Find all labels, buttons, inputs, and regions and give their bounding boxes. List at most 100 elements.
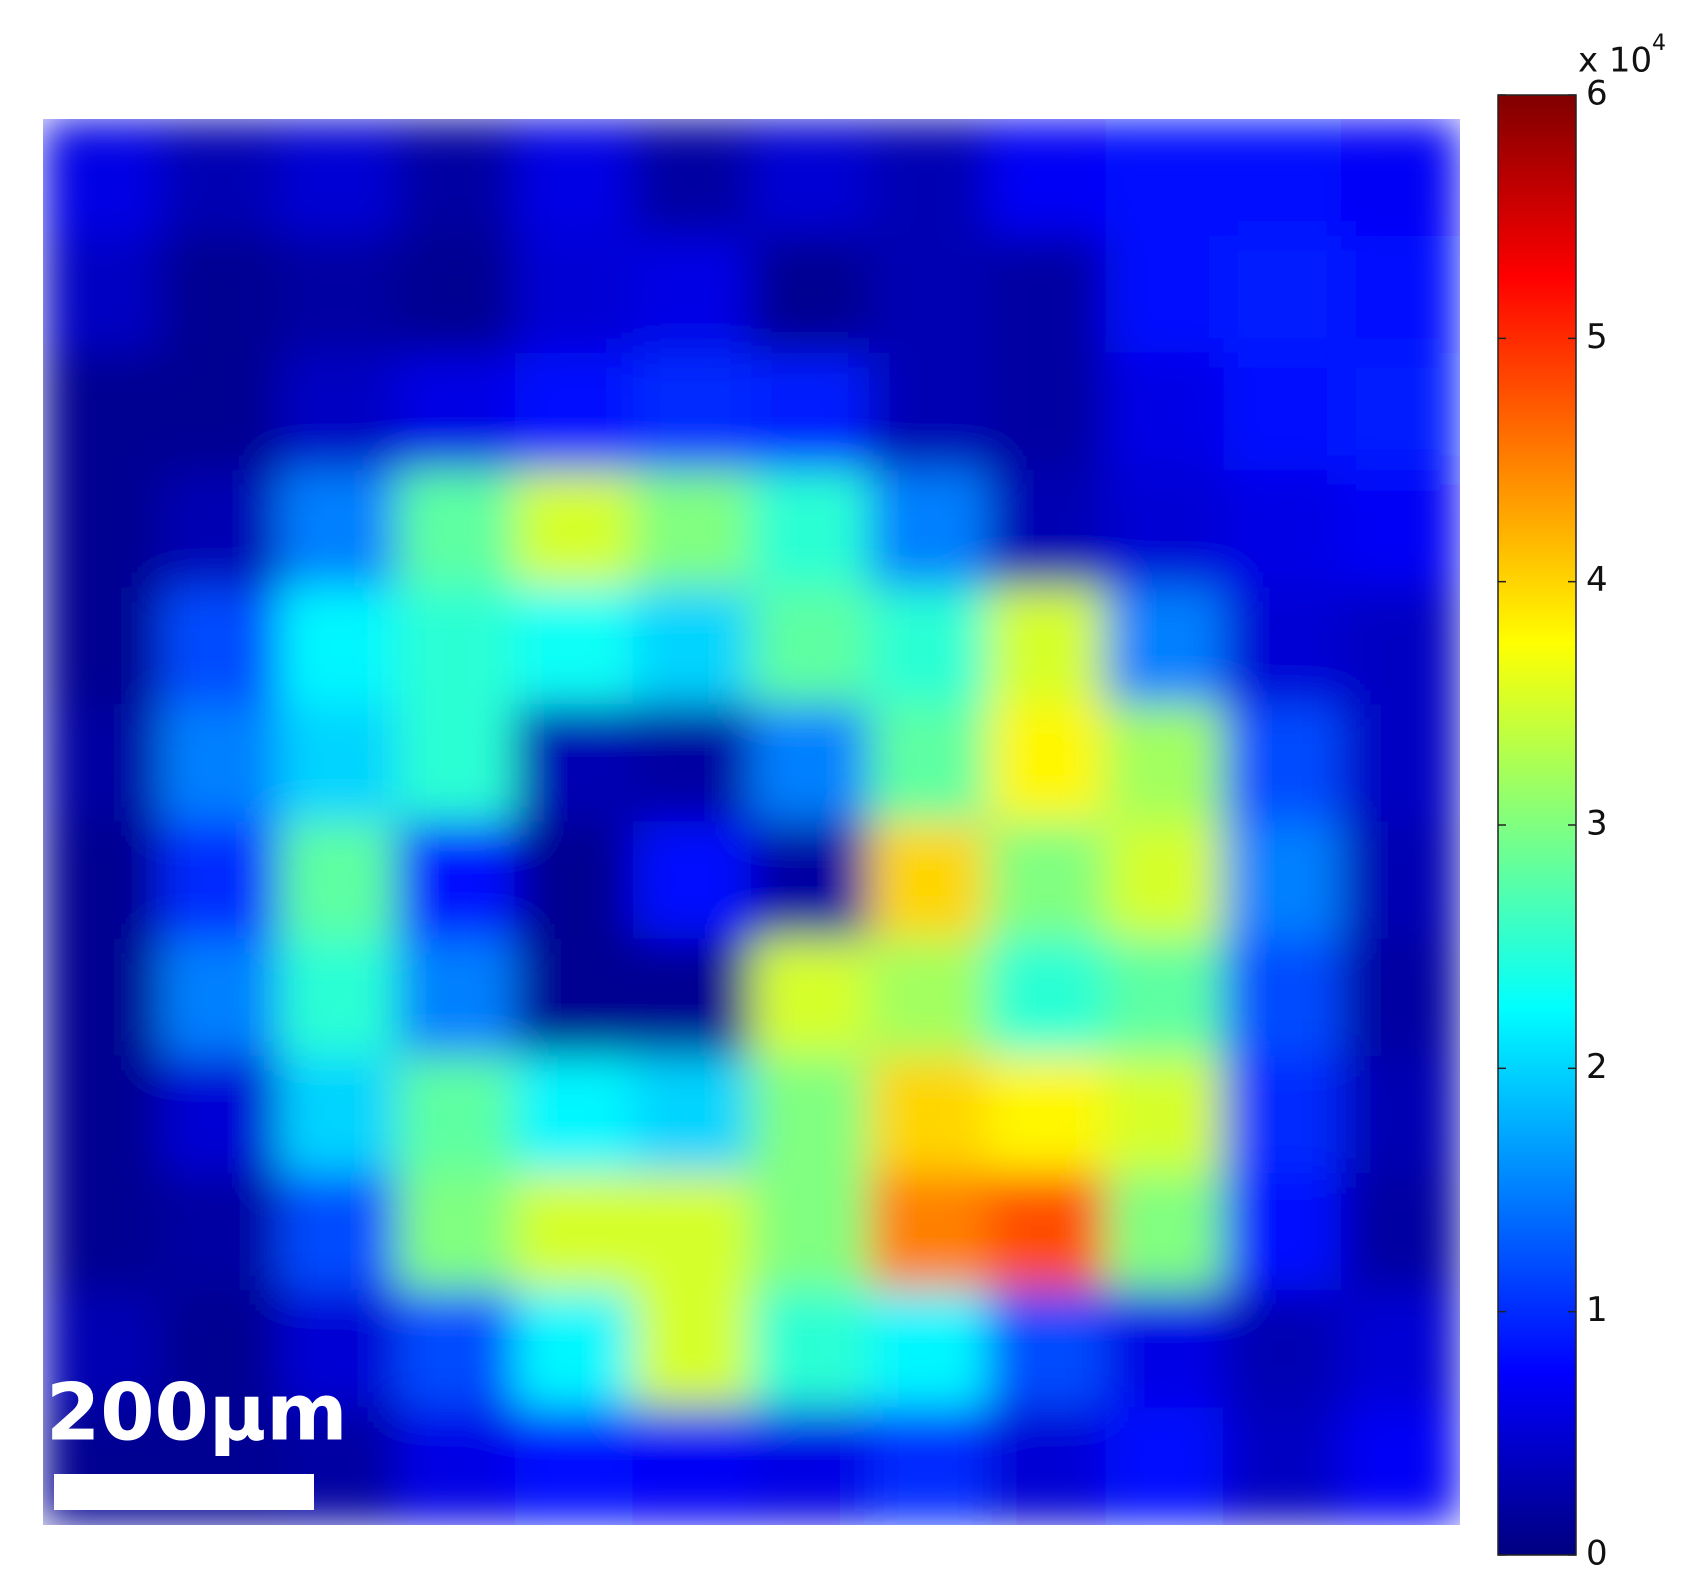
- heatmap-cell: [278, 352, 398, 471]
- heatmap-cell: [1341, 938, 1460, 1057]
- heatmap-cell: [869, 938, 989, 1057]
- heatmap-cell: [869, 119, 989, 237]
- heatmap-cell: [278, 1055, 398, 1174]
- heatmap-cell: [278, 938, 398, 1057]
- heatmap-cell: [160, 1055, 280, 1174]
- heatmap-cell: [1223, 704, 1343, 823]
- heatmap-cell: [278, 119, 398, 237]
- heatmap-cell: [1223, 352, 1343, 471]
- heatmap-cell: [514, 235, 634, 354]
- heatmap-cell: [43, 470, 162, 589]
- heatmap-cell: [632, 1407, 752, 1525]
- heatmap-cell: [987, 938, 1107, 1057]
- heatmap-cell: [43, 821, 162, 940]
- heatmap-cell: [632, 1290, 752, 1409]
- heatmap-cell: [1223, 587, 1343, 706]
- heatmap-cell: [396, 1290, 516, 1409]
- heatmap-cell: [1105, 1173, 1225, 1292]
- heatmap-cell: [1223, 1055, 1343, 1174]
- heatmap-cell: [751, 352, 871, 471]
- heatmap-cell: [869, 1055, 989, 1174]
- colorbar-tick-label: 1: [1586, 1290, 1608, 1330]
- heatmap-cell: [514, 352, 634, 471]
- heatmap-cell: [1105, 235, 1225, 354]
- colorbar-tick-label: 6: [1586, 74, 1608, 114]
- heatmap-cell: [632, 1055, 752, 1174]
- heatmap-cell: [632, 235, 752, 354]
- heatmap-cell: [751, 1055, 871, 1174]
- heatmap-cell: [987, 1290, 1107, 1409]
- colorbar-tick-label: 5: [1586, 317, 1608, 357]
- heatmap-cell: [1341, 1055, 1460, 1174]
- heatmap-cell: [1223, 470, 1343, 589]
- heatmap-cell: [869, 704, 989, 823]
- heatmap-cell: [43, 1055, 162, 1174]
- heatmap-cell: [869, 1407, 989, 1525]
- heatmap-cell: [1341, 352, 1460, 471]
- heatmap-cell: [987, 587, 1107, 706]
- heatmap-cell: [1341, 1290, 1460, 1409]
- heatmap-cell: [1341, 821, 1460, 940]
- heatmap-cell: [632, 1173, 752, 1292]
- heatmap-cell: [396, 119, 516, 237]
- heatmap-cell: [632, 938, 752, 1057]
- heatmap-cell: [43, 938, 162, 1057]
- heatmap-cell: [514, 470, 634, 589]
- heatmap-cell: [43, 352, 162, 471]
- heatmap-cell: [396, 821, 516, 940]
- heatmap-cell: [160, 119, 280, 237]
- heatmap-cell: [1341, 704, 1460, 823]
- heatmap-cell: [1105, 821, 1225, 940]
- heatmap-cell: [160, 587, 280, 706]
- heatmap-cell: [396, 1055, 516, 1174]
- heatmap-cell: [751, 235, 871, 354]
- colorbar-exponent: 4: [1652, 31, 1666, 56]
- heatmap-cell: [278, 704, 398, 823]
- colorbar-tick-label: 4: [1586, 560, 1608, 600]
- heatmap-cell: [514, 1407, 634, 1525]
- heatmap-cell: [751, 938, 871, 1057]
- heatmap-cell: [396, 704, 516, 823]
- heatmap-cell: [160, 352, 280, 471]
- heatmap-cell: [1223, 938, 1343, 1057]
- heatmap-cell: [632, 587, 752, 706]
- heatmap-cell: [869, 235, 989, 354]
- heatmap-cell: [869, 1290, 989, 1409]
- heatmap-cell: [751, 821, 871, 940]
- heatmap-cell: [278, 821, 398, 940]
- heatmap-cell: [869, 470, 989, 589]
- heatmap-cell: [43, 235, 162, 354]
- heatmap-cell: [43, 587, 162, 706]
- heatmap-cell: [160, 938, 280, 1057]
- heatmap-cell: [1105, 704, 1225, 823]
- heatmap-cell: [278, 1173, 398, 1292]
- heatmap-cell: [160, 235, 280, 354]
- heatmap-cell: [278, 587, 398, 706]
- colorbar-tick-label: 0: [1586, 1534, 1608, 1574]
- heatmap-cell: [632, 470, 752, 589]
- heatmap-cell: [1223, 1290, 1343, 1409]
- colorbar: [1497, 94, 1577, 1556]
- heatmap-cell: [869, 1173, 989, 1292]
- heatmap-cells: [43, 119, 1460, 1525]
- colorbar-tick-label: 2: [1586, 1047, 1608, 1087]
- colorbar-tick-label: 3: [1586, 804, 1608, 844]
- heatmap-cell: [1223, 1173, 1343, 1292]
- heatmap-cell: [160, 470, 280, 589]
- heatmap-cell: [987, 470, 1107, 589]
- heatmap-cell: [869, 587, 989, 706]
- heatmap-cell: [1105, 587, 1225, 706]
- heatmap-cell: [751, 1290, 871, 1409]
- heatmap-cell: [396, 352, 516, 471]
- heatmap-cell: [987, 1407, 1107, 1525]
- heatmap-cell: [396, 1173, 516, 1292]
- heatmap-cell: [632, 119, 752, 237]
- heatmap-cell: [987, 821, 1107, 940]
- heatmap-cell: [396, 470, 516, 589]
- heatmap-cell: [987, 1173, 1107, 1292]
- scale-bar-label: 200µm: [46, 1368, 348, 1458]
- heatmap-cell: [396, 587, 516, 706]
- heatmap-cell: [160, 1173, 280, 1292]
- heatmap-cell: [1105, 1290, 1225, 1409]
